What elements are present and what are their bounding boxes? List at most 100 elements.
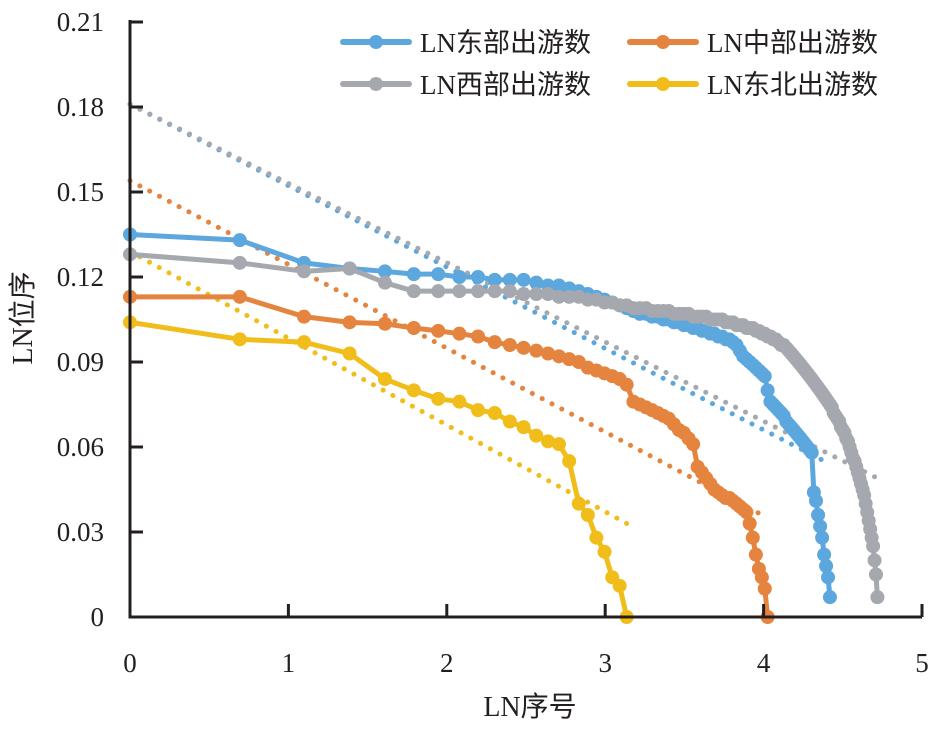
data-point <box>502 338 517 352</box>
x-ticks: 0 1 2 3 4 5 <box>123 604 929 678</box>
data-point <box>804 445 819 460</box>
data-point <box>589 530 604 545</box>
data-point <box>529 428 544 443</box>
legend-label: LN东北出游数 <box>707 70 878 100</box>
y-tick-label: 0.03 <box>57 517 104 547</box>
data-point <box>232 233 247 248</box>
data-point <box>487 406 502 420</box>
data-point <box>541 346 556 361</box>
data-point <box>541 287 556 301</box>
data-point <box>342 261 357 276</box>
data-point <box>471 270 486 284</box>
data-point <box>754 570 769 585</box>
data-point <box>813 519 828 534</box>
data-point <box>516 287 531 301</box>
y-tick-label: 0 <box>91 602 105 632</box>
data-point <box>686 437 701 452</box>
legend-item: LN中部出游数 <box>627 28 878 58</box>
data-point <box>342 315 357 330</box>
legend-marker <box>656 77 670 91</box>
data-point <box>745 530 760 545</box>
data-point <box>562 454 577 469</box>
legend-item: LN西部出游数 <box>340 70 591 100</box>
data-point <box>406 284 421 299</box>
data-point <box>452 284 467 299</box>
legend-item: LN东部出游数 <box>340 28 591 58</box>
data-point <box>377 264 392 279</box>
data-point <box>619 377 634 392</box>
data-point <box>502 414 517 429</box>
data-point <box>870 590 885 605</box>
x-tick-label: 4 <box>757 648 771 678</box>
series-line <box>129 319 630 618</box>
data-point <box>757 581 772 596</box>
data-point <box>529 343 544 358</box>
data-point <box>866 539 881 554</box>
data-point <box>821 570 836 585</box>
x-tick-label: 3 <box>598 648 612 678</box>
x-tick-label: 1 <box>282 648 296 678</box>
legend-item: LN东北出游数 <box>627 70 878 100</box>
data-point <box>487 335 502 350</box>
y-tick-label: 0.18 <box>57 92 104 122</box>
x-tick-label: 0 <box>123 648 137 678</box>
y-axis-label: LN位序 <box>7 271 39 364</box>
data-point <box>452 326 467 341</box>
data-point <box>297 335 312 350</box>
data-point <box>406 383 421 398</box>
data-point <box>487 284 502 299</box>
legend-label: LN东部出游数 <box>420 28 591 58</box>
data-point <box>757 369 772 384</box>
data-point <box>232 289 247 304</box>
data-point <box>742 516 757 531</box>
data-point <box>516 340 531 355</box>
data-point <box>502 272 517 287</box>
y-ticks: 0 0.03 0.06 0.09 0.12 0.15 0.18 0.21 <box>57 7 143 632</box>
trend-lines <box>127 101 880 526</box>
data-point <box>487 272 502 287</box>
data-point <box>551 289 566 304</box>
data-point <box>811 508 826 522</box>
data-point <box>377 372 392 386</box>
data-point <box>377 316 392 331</box>
data-point <box>297 264 312 279</box>
data-point <box>452 270 467 284</box>
data-point <box>541 434 556 449</box>
axes <box>128 20 922 619</box>
trend-line <box>127 178 771 521</box>
y-tick-label: 0.09 <box>57 347 104 377</box>
data-point <box>431 391 446 406</box>
legend-label: LN西部出游数 <box>420 70 591 100</box>
x-tick-label: 5 <box>915 648 929 678</box>
data-point <box>571 496 586 511</box>
data-point <box>431 284 446 299</box>
data-point <box>819 559 834 573</box>
data-point <box>817 547 832 562</box>
x-tick-label: 2 <box>440 648 454 678</box>
series <box>123 247 885 605</box>
data-point <box>612 578 627 593</box>
data-point <box>232 332 247 347</box>
data-point <box>597 544 612 559</box>
legend: LN东部出游数 LN中部出游数 LN西部出游数 LN东北出游数 <box>340 28 878 100</box>
series <box>123 315 634 624</box>
data-point <box>516 420 531 435</box>
data-point <box>431 267 446 282</box>
series-line <box>130 294 771 618</box>
legend-label: LN中部出游数 <box>707 28 878 58</box>
data-point <box>471 329 486 344</box>
data-point <box>808 493 823 508</box>
data-point <box>580 508 595 522</box>
data-point <box>822 590 837 605</box>
y-tick-label: 0.06 <box>57 432 104 462</box>
data-point <box>562 289 577 304</box>
series-line <box>129 251 880 598</box>
data-point <box>431 323 446 338</box>
legend-marker <box>369 35 383 49</box>
data-point <box>748 547 763 562</box>
x-axis-label: LN序号 <box>483 691 576 723</box>
data-point <box>377 275 392 290</box>
data-point <box>342 346 357 361</box>
data-point <box>815 530 830 545</box>
